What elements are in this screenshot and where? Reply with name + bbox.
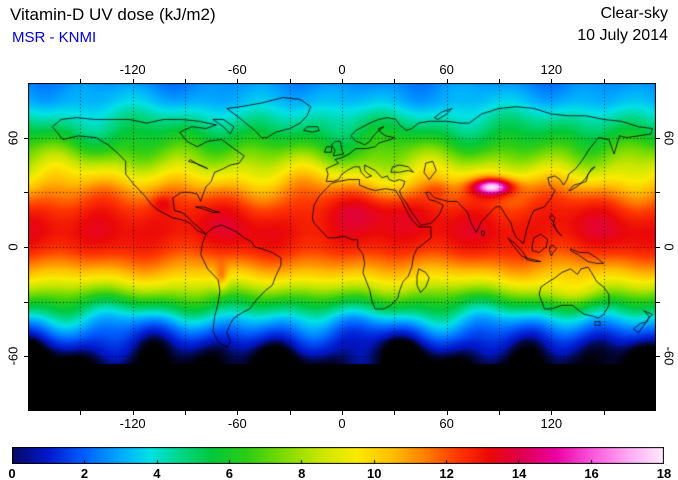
axis-tick — [656, 138, 660, 139]
axis-tick — [656, 356, 660, 357]
axis-tick — [185, 411, 186, 415]
axis-tick — [290, 79, 291, 83]
colorbar-tick-label: 12 — [439, 466, 454, 480]
colorbar-tick-label: 16 — [584, 466, 599, 480]
colorbar-tick-label: 18 — [656, 466, 672, 480]
axis-tick — [394, 79, 395, 83]
date-label: 10 July 2014 — [577, 27, 668, 44]
lon-tick-label-top: 0 — [338, 62, 346, 77]
lat-tick-label-right: 60 — [661, 130, 677, 145]
lon-tick-label-bottom: 120 — [540, 416, 563, 431]
axis-tick — [394, 411, 395, 415]
colorbar-tick-label: 8 — [298, 466, 306, 480]
colorbar-tick-label: 0 — [8, 466, 16, 480]
axis-tick — [24, 247, 28, 248]
lon-tick-label-bottom: -60 — [227, 416, 247, 431]
lat-tick-label-left: 0 — [5, 243, 21, 251]
lon-tick-label-top: 120 — [540, 62, 563, 77]
lon-tick-label-bottom: 0 — [338, 416, 346, 431]
axis-tick — [24, 356, 28, 357]
colorbar-tick-label: 10 — [366, 466, 382, 480]
axis-tick — [290, 411, 291, 415]
axis-tick — [80, 411, 81, 415]
axis-tick — [24, 138, 28, 139]
axis-tick — [133, 411, 134, 415]
axis-tick — [237, 79, 238, 83]
page-title: Vitamin-D UV dose (kJ/m2) — [10, 5, 216, 24]
axis-tick — [24, 192, 28, 193]
axis-tick — [342, 79, 343, 83]
axis-tick — [551, 79, 552, 83]
colorbar-tick-label: 2 — [80, 466, 89, 480]
lat-tick-label-right: 0 — [661, 243, 677, 251]
axis-tick — [80, 79, 81, 83]
colorbar-tick-label: 14 — [511, 466, 527, 480]
lat-tick-label-right: -60 — [661, 346, 677, 366]
lon-tick-label-bottom: 60 — [439, 416, 454, 431]
axis-tick — [185, 79, 186, 83]
colorbar-tick-label: 4 — [153, 466, 161, 480]
axis-tick — [237, 411, 238, 415]
axis-tick — [24, 302, 28, 303]
axis-tick — [447, 411, 448, 415]
axis-tick — [604, 79, 605, 83]
sky-condition-label: Clear-sky — [600, 5, 668, 22]
lat-tick-label-left: -60 — [5, 346, 21, 366]
source-label: MSR - KNMI — [12, 29, 97, 46]
colorbar-tick-label: 6 — [225, 466, 233, 480]
axis-tick — [447, 79, 448, 83]
lat-tick-label-left: 60 — [5, 130, 21, 145]
axis-tick — [604, 411, 605, 415]
lon-tick-label-top: -120 — [119, 62, 146, 77]
lon-tick-label-top: 60 — [439, 62, 454, 77]
axis-tick — [499, 411, 500, 415]
lon-tick-label-top: -60 — [227, 62, 247, 77]
axis-tick — [551, 411, 552, 415]
axis-tick — [656, 192, 660, 193]
axis-tick — [656, 302, 660, 303]
lon-tick-label-bottom: -120 — [119, 416, 146, 431]
axis-tick — [656, 247, 660, 248]
axis-tick — [342, 411, 343, 415]
axis-tick — [499, 79, 500, 83]
world-uv-heatmap — [28, 83, 656, 411]
colorbar — [12, 447, 664, 464]
axis-tick — [133, 79, 134, 83]
